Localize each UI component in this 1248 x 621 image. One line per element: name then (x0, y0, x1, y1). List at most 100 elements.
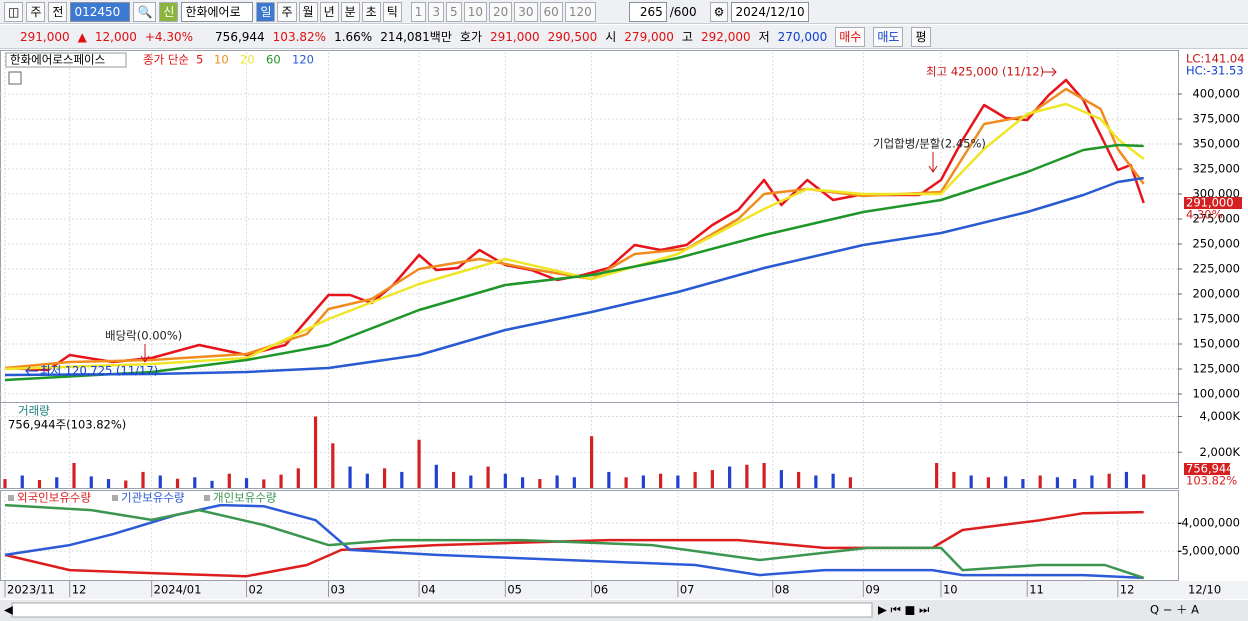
high: 292,000 (700, 29, 751, 44)
scroll-left[interactable]: ◀ (4, 603, 13, 617)
market-select[interactable]: 주 (26, 1, 46, 22)
high-label: 고 (681, 30, 693, 44)
volume-bar (969, 475, 973, 488)
volume-bar (1142, 474, 1146, 488)
period-button[interactable]: 분 (340, 1, 360, 22)
volume-bar (382, 468, 387, 488)
table-icon[interactable] (8, 71, 22, 85)
volume-bar (1004, 476, 1008, 488)
volume-bar (710, 470, 714, 488)
layout-button[interactable]: ◫ (4, 1, 24, 22)
side-label: 291,000 (1186, 196, 1234, 210)
interval-button[interactable]: 1 (410, 1, 427, 22)
x-tick-label: 2023/11 (7, 583, 55, 597)
y-tick-label: 150,000 (1192, 337, 1240, 351)
x-tick-label: 04 (421, 583, 436, 597)
volume-bar (451, 471, 456, 488)
volume-bar (1107, 473, 1111, 488)
side-label: HC:-31.53 (1186, 64, 1244, 78)
volume-bar (762, 462, 766, 488)
volume-bar (1090, 475, 1094, 488)
interval-button[interactable]: 120 (564, 1, 596, 22)
x-tick-label: 12 (72, 583, 87, 597)
arrow: ▲ (77, 29, 87, 44)
sell-button[interactable]: 매도 (873, 26, 904, 47)
search-button[interactable]: 🔍 (133, 1, 157, 22)
side-label: LC:141.04 (1186, 52, 1245, 66)
y-tick-label: 225,000 (1192, 262, 1240, 276)
volume-bar (279, 474, 283, 488)
legend-entry: 20 (240, 53, 255, 67)
volume-bar (693, 471, 697, 488)
x-tick-label: 06 (594, 583, 609, 597)
interval-button[interactable]: 10 (463, 1, 487, 22)
interval-button[interactable]: 60 (539, 1, 563, 22)
period-button[interactable]: 월 (298, 1, 318, 22)
ask: 291,000 (490, 29, 540, 44)
volume-bar (262, 479, 266, 488)
interval-button[interactable]: 3 (428, 1, 445, 22)
date-input[interactable]: 2024/12/10 (731, 1, 810, 22)
change: 12,000 (94, 29, 137, 44)
volume-bar (72, 462, 76, 488)
volume-bar (89, 476, 93, 488)
volume-bar (831, 473, 835, 488)
x-tick-label: 12 (1120, 583, 1135, 597)
period-button[interactable]: 틱 (382, 1, 402, 22)
y-tick-label: 350,000 (1192, 137, 1240, 151)
legend-entry: 개인보유수량 (213, 491, 277, 505)
period-button[interactable]: 일 (256, 1, 276, 22)
series-line (4, 102, 1145, 371)
legend-entry: 기관보유수량 (121, 491, 185, 505)
interval-button[interactable]: 30 (514, 1, 538, 22)
legend-title: 종가 단순 (143, 53, 189, 67)
period-button[interactable]: 주 (277, 1, 297, 22)
y-tick-label: 400,000 (1192, 87, 1240, 101)
quote-bar: 291,000 ▲ 12,000 +4.30% 756,944 103.82% … (0, 25, 1248, 49)
open-label: 시 (605, 30, 617, 44)
series-line (4, 503, 1145, 580)
volume-bar (538, 479, 542, 488)
legend-swatch (8, 495, 14, 501)
bid: 290,500 (547, 29, 598, 44)
y-tick-label: 325,000 (1192, 162, 1240, 176)
y-tick-label: 250,000 (1192, 237, 1240, 251)
period-button[interactable]: 초 (361, 1, 381, 22)
volume-bar (779, 470, 783, 488)
volume-bar (55, 477, 59, 488)
period-button[interactable]: 년 (319, 1, 339, 22)
interval-button[interactable]: 5 (446, 1, 462, 22)
low: 270,000 (777, 29, 828, 44)
volume: 756,944 (215, 29, 265, 44)
zoom-buttons[interactable]: Q − ＋ A (1150, 603, 1199, 617)
volume-bar (193, 477, 197, 488)
code-input[interactable]: 012450 (70, 1, 131, 22)
y-tick-label: 100,000 (1192, 387, 1240, 401)
volume-bar (986, 477, 991, 488)
volume-bar (124, 480, 128, 488)
volume-bar (797, 471, 801, 488)
annotation-arrow (140, 344, 150, 363)
tool-buttons[interactable]: ⚙ (709, 1, 729, 22)
x-tick-label: 11 (1029, 583, 1044, 597)
buy-button[interactable]: 매수 (835, 26, 866, 47)
volume-bar (1038, 475, 1042, 488)
count-input[interactable]: 265 (628, 1, 667, 22)
stock-name: 한화에어로 (181, 1, 254, 22)
panel-frame (0, 402, 1179, 489)
y-tick-label: 175,000 (1192, 312, 1240, 326)
y-tick-label: 200,000 (1192, 287, 1240, 301)
y-tick-label: 2,000K (1200, 445, 1241, 459)
interval-button[interactable]: 20 (488, 1, 513, 22)
scroll-buttons[interactable]: ▶ ⏮ ■ ⏭ (878, 603, 930, 617)
volume-bar (486, 466, 490, 488)
scroll-track[interactable] (11, 602, 873, 618)
legend-swatch (112, 495, 118, 501)
avg-button[interactable]: 평 (911, 26, 931, 47)
series-line (4, 176, 1144, 377)
prev-button[interactable]: 전 (48, 1, 68, 22)
volume-bar (572, 477, 576, 488)
